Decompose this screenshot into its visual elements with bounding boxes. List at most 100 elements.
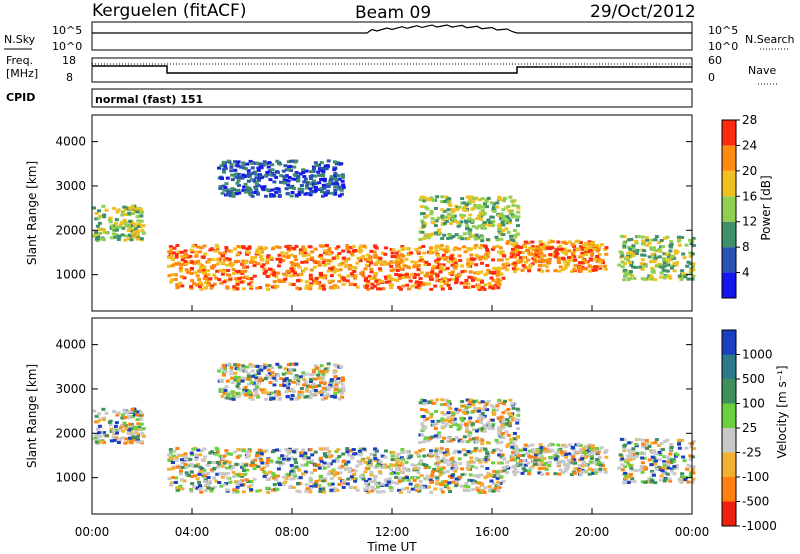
velocity-cell: [479, 473, 484, 477]
colorbar-swatch: [722, 330, 736, 355]
velocity-cell: [422, 454, 427, 458]
power-cell: [397, 276, 402, 280]
velocity-cell: [453, 469, 458, 473]
power-cell: [426, 236, 431, 240]
power-cell: [543, 258, 548, 262]
power-cell: [220, 272, 225, 276]
velocity-cell: [141, 434, 146, 438]
power-cell: [274, 275, 279, 279]
power-cell: [488, 221, 493, 225]
power-cell: [566, 255, 571, 259]
power-cell: [419, 195, 424, 199]
power-cell: [113, 221, 118, 225]
velocity-cell: [395, 461, 400, 465]
power-cell: [318, 272, 323, 276]
power-cell: [451, 260, 456, 264]
velocity-cell: [327, 452, 332, 456]
power-cell: [688, 262, 693, 266]
power-cell: [140, 228, 145, 232]
velocity-cell: [483, 425, 488, 429]
velocity-cell: [313, 377, 318, 381]
velocity-cell: [445, 401, 450, 405]
power-cell: [653, 278, 658, 282]
velocity-cell: [440, 490, 445, 494]
velocity-cell: [435, 482, 440, 486]
velocity-cell: [388, 486, 393, 490]
power-cell: [235, 175, 240, 179]
power-cell: [414, 280, 419, 284]
power-cell: [433, 206, 438, 210]
power-cell: [289, 267, 294, 271]
power-cell: [467, 230, 472, 234]
power-cell: [364, 263, 369, 267]
power-cell: [238, 165, 243, 169]
velocity-cell: [337, 397, 342, 401]
power-cell: [505, 268, 510, 272]
power-cell: [376, 259, 381, 263]
velocity-cell: [296, 476, 301, 480]
velocity-cell: [454, 467, 459, 471]
power-cell: [419, 271, 424, 275]
velocity-cell: [286, 457, 291, 461]
velocity-cell: [167, 467, 172, 471]
power-cell: [455, 208, 460, 212]
power-cell: [258, 176, 263, 180]
velocity-cell: [558, 468, 563, 472]
power-cell: [462, 232, 467, 236]
velocity-cell: [515, 452, 520, 456]
velocity-cell: [413, 464, 418, 468]
power-cell: [129, 238, 134, 242]
velocity-cell: [254, 379, 259, 383]
velocity-cell: [359, 451, 364, 455]
velocity-cell: [510, 402, 515, 406]
velocity-cell: [396, 459, 401, 463]
velocity-cell: [547, 463, 552, 467]
velocity-cell: [244, 478, 249, 482]
velocity-cell: [428, 452, 433, 456]
velocity-cell: [397, 476, 402, 480]
power-cell: [124, 223, 129, 227]
power-cell: [215, 262, 220, 266]
power-cell: [132, 222, 137, 226]
velocity-cell: [255, 451, 260, 455]
power-cell: [324, 243, 329, 247]
power-cell: [332, 284, 337, 288]
velocity-cell: [540, 472, 545, 476]
velocity-cell: [638, 468, 643, 472]
power-cell: [565, 260, 570, 264]
power-cell: [235, 279, 240, 283]
power-cell: [591, 257, 596, 261]
power-cell: [657, 262, 662, 266]
power-cell: [530, 262, 535, 266]
power-cell: [289, 253, 294, 257]
velocity-cell: [658, 478, 663, 482]
power-cell: [372, 284, 377, 288]
power-cell: [178, 262, 183, 266]
power-cell: [522, 255, 527, 259]
velocity-cell: [395, 468, 400, 472]
velocity-cell: [444, 483, 449, 487]
velocity-cell: [301, 457, 306, 461]
power-cell: [647, 241, 652, 245]
velocity-cell: [366, 462, 371, 466]
velocity-cell: [639, 465, 644, 469]
velocity-cell: [513, 417, 518, 421]
power-cell: [660, 245, 665, 249]
velocity-cell: [676, 438, 681, 442]
power-cell: [640, 277, 645, 281]
velocity-cell: [496, 427, 501, 431]
colorbar-tick-label: 24: [742, 138, 757, 152]
velocity-cell: [245, 455, 250, 459]
power-cell: [387, 279, 392, 283]
power-cell: [668, 249, 673, 253]
velocity-cell: [183, 452, 188, 456]
velocity-cell: [235, 485, 240, 489]
velocity-cell: [516, 409, 521, 413]
velocity-cell: [135, 436, 140, 440]
power-cell: [631, 246, 636, 250]
velocity-cell: [250, 364, 255, 368]
velocity-cell: [315, 484, 320, 488]
x-tick-label: 12:00: [375, 525, 410, 539]
velocity-cell: [309, 393, 314, 397]
velocity-cell: [209, 468, 214, 472]
